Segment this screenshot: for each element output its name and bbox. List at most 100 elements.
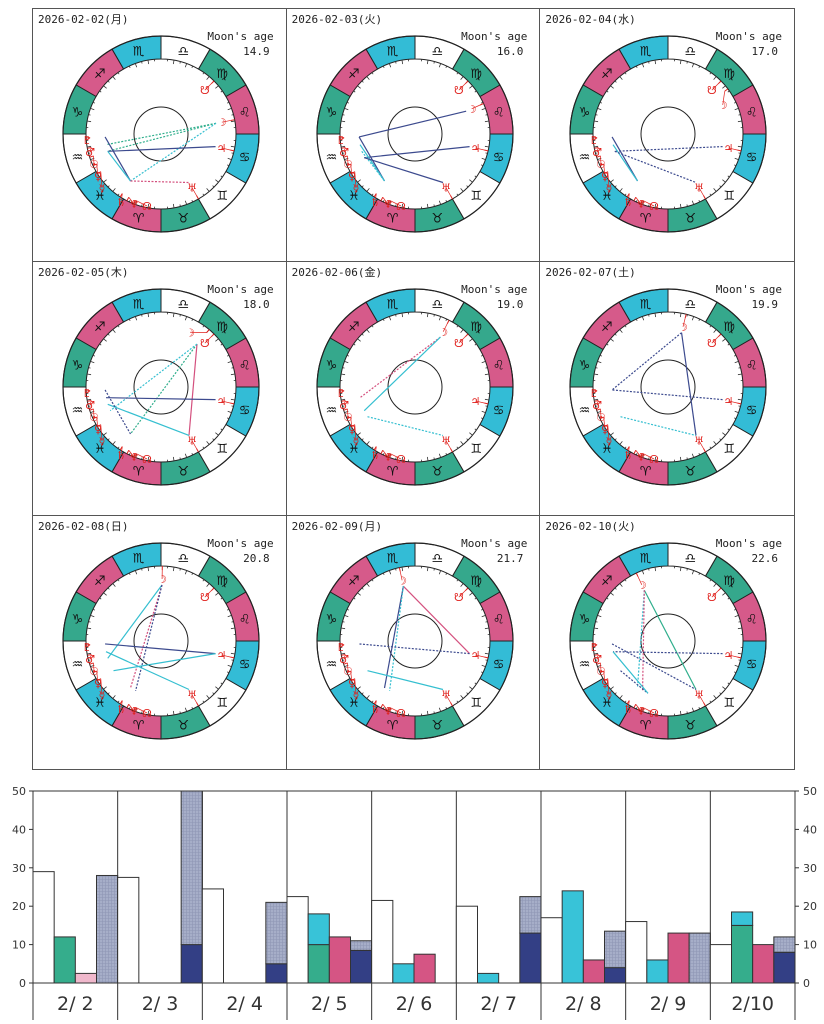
sign-glyph-scorpio: ♏ — [386, 298, 398, 313]
degree-tick — [680, 203, 682, 208]
x-category-label: 2/ 3 — [142, 993, 179, 1015]
degree-tick — [615, 80, 617, 83]
degree-tick — [698, 453, 701, 456]
moon-icon: ☽ — [217, 116, 227, 129]
degree-tick — [382, 65, 385, 69]
planet-marker — [718, 587, 722, 591]
sign-glyph-leo: ♌ — [746, 106, 758, 121]
horoscope-chart: 2026-02-02(月) Moon's age 14.9 ♈ ♉ ♊ ♋ ♌ ♍ ♎ ♏ ♐ ♑ ♒… — [33, 9, 287, 263]
sign-glyph-scorpio: ♏ — [133, 551, 145, 566]
mercury-icon: ☿ — [99, 435, 106, 448]
planet-leader-line — [638, 576, 643, 585]
degree-tick — [738, 399, 743, 401]
bar-2/10-slot1-s0 — [709, 944, 732, 984]
degree-tick — [342, 152, 345, 154]
planet-marker — [230, 149, 235, 152]
degree-tick — [88, 659, 91, 661]
outer-ring — [62, 35, 260, 233]
mercury-icon: ☿ — [352, 689, 359, 702]
sign-glyph-capricorn: ♑ — [579, 612, 591, 627]
sign-glyph-cancer: ♋ — [239, 404, 251, 419]
degree-tick — [382, 572, 385, 575]
planet-marker — [737, 402, 742, 405]
degree-tick — [698, 706, 701, 709]
aspect-line-moon-saturn — [637, 589, 646, 688]
pluto-icon: ♇ — [82, 134, 92, 147]
saturn-icon: ♄ — [370, 449, 380, 462]
sign-glyph-gemini: ♊ — [216, 696, 228, 711]
aspect-line-jupiter-pluto — [105, 642, 216, 654]
y-tick-label-right: 50 — [803, 785, 817, 798]
horoscope-chart: 2026-02-08(日) Moon's age 20.8 ♈ ♉ ♊ ♋ ♌ ♍ ♎ ♏ ♐ ♑ ♒… — [33, 515, 287, 769]
degree-tick — [202, 700, 205, 703]
planet-marker — [350, 677, 355, 681]
chart-date: 2026-02-07(土) — [545, 266, 636, 280]
degree-tick — [220, 90, 223, 93]
planet-marker — [703, 701, 707, 706]
sun-icon: ☉ — [343, 411, 353, 424]
sign-glyph-pisces: ♓ — [601, 442, 613, 457]
planet-marker — [210, 587, 215, 591]
degree-tick — [117, 578, 120, 582]
degree-tick — [172, 313, 175, 318]
planet-leader-line — [445, 694, 451, 703]
degree-tick — [147, 203, 150, 208]
degree-tick — [134, 453, 138, 458]
degree-tick — [698, 65, 701, 69]
degree-tick — [485, 152, 488, 154]
moon-age-value: 16.0 — [496, 45, 524, 58]
degree-tick — [107, 438, 110, 441]
zodiac-wheel: ♈ ♉ ♊ ♋ ♌ ♍ ♎ ♏ ♐ ♑ ♒ ♓ ♇♂☉♀☿ ♄ ♆ ☊ ♅ ♃ ☋☽ — [569, 35, 767, 233]
degree-tick — [595, 367, 598, 369]
aspect-line-pluto-saturn — [104, 136, 132, 182]
center-circle — [133, 359, 189, 415]
degree-tick — [117, 325, 120, 328]
degree-tick — [610, 592, 615, 596]
degree-tick — [426, 60, 429, 65]
planet-marker — [380, 450, 383, 455]
planet-leader-line — [607, 171, 610, 189]
planet-leader-line — [135, 453, 148, 460]
degree-tick — [361, 691, 364, 694]
degree-tick — [619, 76, 623, 80]
sign-glyph-aries: ♈ — [386, 718, 398, 733]
neptune-icon: ♆ — [129, 705, 139, 718]
planet-marker — [340, 653, 346, 656]
degree-tick — [709, 72, 712, 75]
planet-leader-line — [627, 193, 631, 203]
degree-tick — [99, 90, 102, 93]
degree-tick — [722, 685, 727, 690]
planet-leader-line — [389, 706, 401, 713]
x-category-label: 2/ 9 — [650, 993, 687, 1015]
planet-marker — [133, 706, 137, 711]
planet-marker — [380, 703, 383, 708]
planet-leader-line — [458, 83, 466, 91]
sign-glyph-pisces: ♓ — [94, 696, 106, 711]
degree-tick — [147, 457, 150, 462]
planet-marker — [230, 402, 235, 405]
degree-tick — [215, 85, 219, 89]
sign-glyph-pisces: ♓ — [94, 442, 106, 457]
degree-tick — [709, 446, 712, 449]
chart-date: 2026-02-08(日) — [38, 519, 129, 533]
degree-tick — [456, 193, 459, 196]
planet-leader-line — [374, 700, 377, 709]
sign-glyph-leo: ♌ — [492, 106, 504, 121]
planet-leader-line — [458, 336, 466, 344]
sign-glyph-taurus: ♉ — [178, 718, 190, 733]
degree-tick — [340, 399, 345, 401]
bar-2/8-slot2-s2 — [561, 890, 584, 984]
degree-tick — [480, 101, 483, 104]
degree-tick — [438, 316, 441, 321]
planet-marker — [97, 677, 102, 681]
degree-tick — [595, 152, 598, 154]
moon-icon: ☽ — [397, 574, 407, 587]
center-circle — [640, 106, 696, 162]
planet-leader-line — [354, 678, 357, 695]
planet-leader-line — [86, 137, 91, 141]
sign-glyph-leo: ♌ — [492, 359, 504, 374]
degree-tick — [468, 338, 473, 342]
sign-glyph-sagittarius: ♐ — [94, 573, 106, 588]
saturn-icon: ♄ — [116, 196, 126, 209]
degree-tick — [445, 319, 447, 322]
